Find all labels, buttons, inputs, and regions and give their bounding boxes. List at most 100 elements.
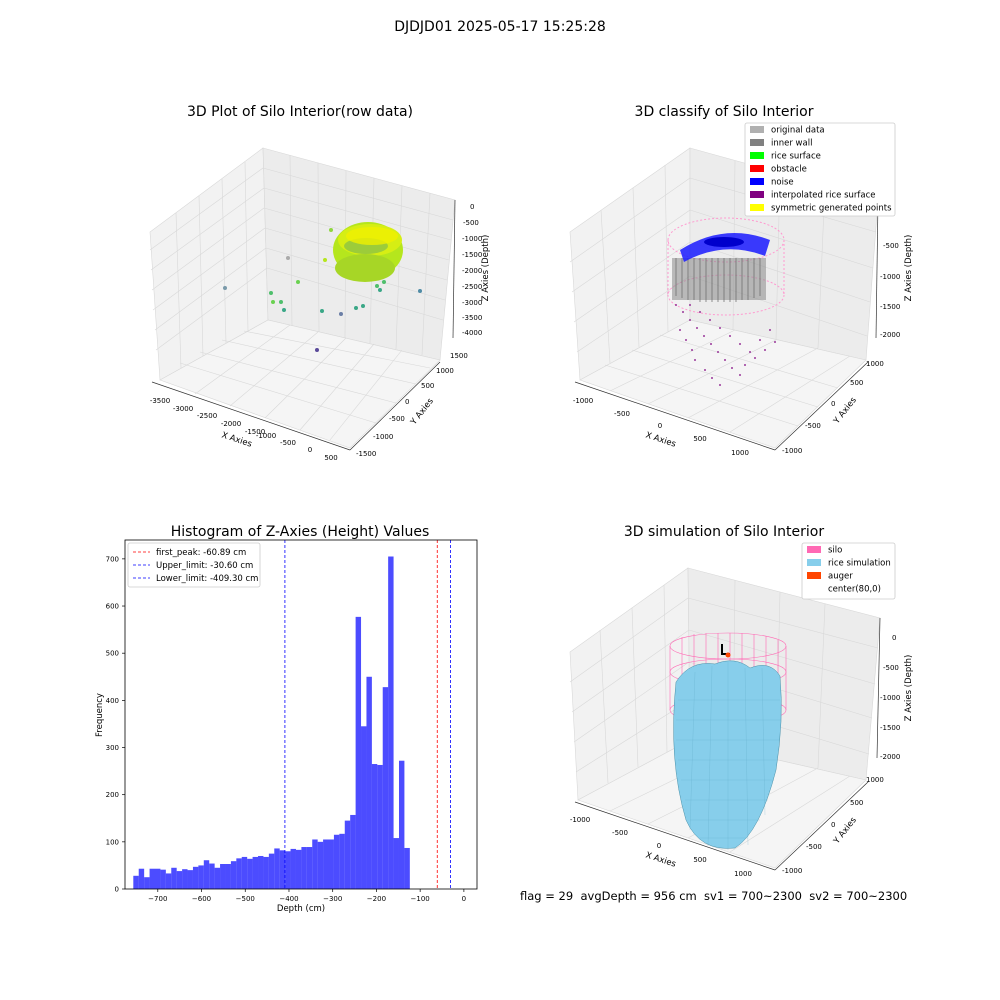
classify-x-ticks: -1000 -500 0 500 1000 xyxy=(573,397,749,457)
histogram-y-ticks: 0 100 200 300 400 500 600 700 xyxy=(106,555,125,894)
classify-ztick: -2000 xyxy=(880,331,900,339)
legend-swatch xyxy=(807,572,821,579)
legend-swatch xyxy=(750,126,764,133)
histogram-bar xyxy=(230,861,237,889)
legend-label: Upper_limit: -30.60 cm xyxy=(156,561,253,571)
raw-xtick: -2500 xyxy=(197,412,217,420)
legend-label: interpolated rice surface xyxy=(771,191,876,201)
histogram-legend: first_peak: -60.89 cm Upper_limit: -30.60… xyxy=(127,542,261,588)
histogram-bar xyxy=(344,820,351,889)
histogram-bar xyxy=(138,868,145,889)
classify-ztick: -1000 xyxy=(880,273,900,281)
histogram-bar xyxy=(274,848,280,889)
simulation-xtick: 1000 xyxy=(734,870,752,878)
classify-ztick: -1500 xyxy=(880,303,900,311)
histogram-xtick-label: −300 xyxy=(323,895,342,903)
legend-label: center(80,0) xyxy=(828,585,881,595)
classify-ytick: -1000 xyxy=(782,447,802,455)
legend-label: original data xyxy=(771,126,825,136)
raw-ytick: -500 xyxy=(389,415,405,423)
raw-xtick: -3500 xyxy=(150,397,170,405)
histogram-bar xyxy=(149,868,155,889)
classify-ytick: -500 xyxy=(805,422,821,430)
raw-y-ticks: -1500 -1000 -500 0 500 1000 1500 xyxy=(356,352,468,458)
legend-swatch xyxy=(807,585,821,592)
histogram-xtick-label: −500 xyxy=(236,895,255,903)
histogram-bar xyxy=(198,865,204,889)
histogram-bar xyxy=(393,838,399,889)
histogram-bar xyxy=(328,839,334,889)
histogram-xtick-label: 0 xyxy=(462,895,466,903)
raw-ztick: -3500 xyxy=(462,314,482,322)
classify-xtick: 0 xyxy=(658,422,662,430)
classify-point-cloud xyxy=(667,217,785,386)
histogram-xlabel: Depth (cm) xyxy=(277,904,325,914)
simulation-ytick: 0 xyxy=(831,821,835,829)
histogram-title: Histogram of Z-Axies (Height) Values xyxy=(171,524,430,540)
simulation-x-ticks: -1000 -500 0 500 1000 xyxy=(570,816,752,878)
classify-title: 3D classify of Silo Interior xyxy=(635,104,814,120)
raw-ytick: 0 xyxy=(405,398,409,406)
raw-z-ticks: 0 -500 -1000 -1500 -2000 -2500 -3000 -35… xyxy=(462,203,482,337)
histogram-bar xyxy=(182,869,188,889)
legend-label: rice simulation xyxy=(828,559,891,569)
raw-xtick: 0 xyxy=(308,446,312,454)
histogram-xtick-label: −400 xyxy=(279,895,298,903)
histogram-ytick-label: 400 xyxy=(106,697,119,705)
raw-zlabel: Z Axies (Depth) xyxy=(481,235,491,302)
histogram-axes-frame xyxy=(124,539,478,890)
classify-z-ticks: -500 -1000 -1500 -2000 xyxy=(880,242,900,339)
histogram-bar xyxy=(214,867,221,889)
histogram-bar xyxy=(187,870,193,889)
simulation-xlabel: X Axies xyxy=(644,850,677,869)
legend-label: inner wall xyxy=(771,139,812,149)
histogram-ytick-label: 500 xyxy=(106,650,119,658)
raw-ztick: -1500 xyxy=(462,251,482,259)
legend-swatch xyxy=(750,204,764,211)
histogram-bar xyxy=(192,866,199,889)
raw-ylabel: Y Axies xyxy=(408,396,436,428)
histogram-bar xyxy=(225,864,231,889)
legend-label: first_peak: -60.89 cm xyxy=(156,548,246,558)
histogram-bars xyxy=(133,556,410,889)
histogram-bar xyxy=(295,849,302,889)
histogram-bar xyxy=(247,858,253,889)
raw-ytick: 500 xyxy=(421,382,434,390)
raw-title: 3D Plot of Silo Interior(row data) xyxy=(187,104,413,120)
histogram-bar xyxy=(144,877,150,889)
raw-ztick: -2500 xyxy=(462,283,482,291)
classify-zlabel: Z Axies (Depth) xyxy=(904,235,914,302)
panel-raw: 3D Plot of Silo Interior(row data) xyxy=(149,104,491,462)
legend-swatch xyxy=(807,559,821,566)
raw-ytick: -1000 xyxy=(373,433,393,441)
simulation-ztick: -1000 xyxy=(880,694,900,702)
raw-x-ticks: -3500 -3000 -2500 -2000 -1500 -1000 -500… xyxy=(150,397,338,462)
histogram-bar xyxy=(333,834,340,889)
raw-ztick: -2000 xyxy=(462,267,482,275)
classify-xtick: 500 xyxy=(693,435,706,443)
histogram-bar xyxy=(160,869,166,889)
histogram-vlines xyxy=(284,540,451,889)
classify-ytick: 0 xyxy=(831,400,835,408)
histogram-bar xyxy=(398,760,405,889)
raw-point-cloud xyxy=(333,222,403,282)
classify-ztick: -500 xyxy=(883,242,899,250)
simulation-ztick: 0 xyxy=(892,634,896,642)
legend-swatch xyxy=(750,139,764,146)
panel-classify: 3D classify of Silo Interior xyxy=(569,104,914,457)
figure-title: DJDJD01 2025-05-17 15:25:28 xyxy=(394,19,606,35)
simulation-xtick: -1000 xyxy=(570,816,590,824)
simulation-ytick: 500 xyxy=(850,799,863,807)
histogram-bar xyxy=(285,851,291,889)
simulation-ztick: -2000 xyxy=(880,753,900,761)
histogram-bar xyxy=(339,833,345,889)
histogram-ytick-label: 300 xyxy=(106,744,119,752)
simulation-ztick: -500 xyxy=(883,664,899,672)
raw-xtick: -2000 xyxy=(221,420,241,428)
histogram-ytick-label: 700 xyxy=(106,555,119,563)
simulation-z-ticks: 0 -500 -1000 -1500 -2000 xyxy=(880,634,900,761)
classify-ylabel: Y Axies xyxy=(831,395,859,427)
histogram-bar xyxy=(263,856,269,889)
histogram-bar xyxy=(279,850,286,889)
histogram-bar xyxy=(312,839,318,889)
